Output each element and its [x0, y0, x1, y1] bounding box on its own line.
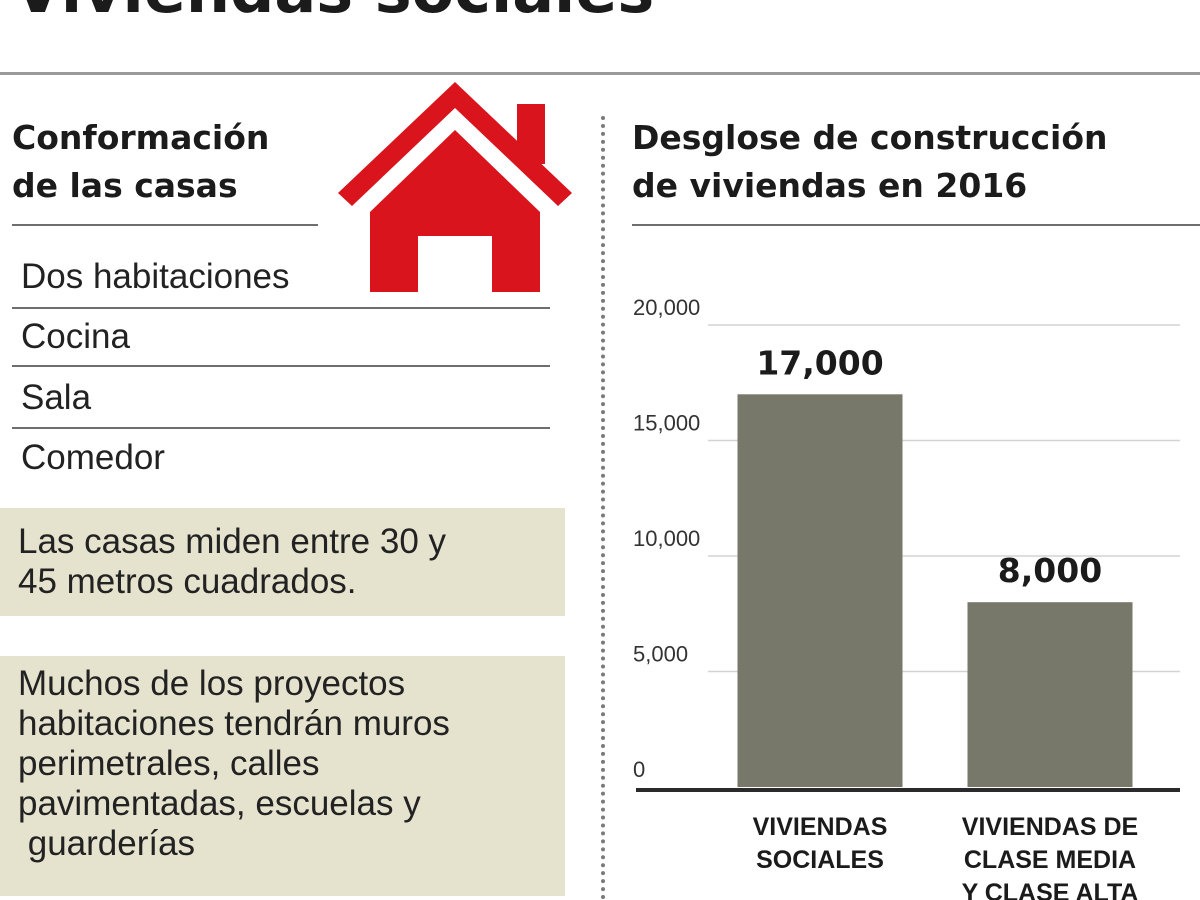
room-divider: [12, 427, 550, 429]
rooms-heading: Conformación de las casas: [12, 114, 269, 210]
x-category-label: Y CLASE ALTA: [962, 879, 1139, 900]
bar: [967, 602, 1133, 787]
x-category-label: VIVIENDAS DE: [962, 813, 1138, 841]
x-category-label: SOCIALES: [756, 846, 884, 874]
house-icon: [338, 82, 572, 292]
projects-note-line: Muchos de los proyectos: [18, 664, 406, 703]
room-divider: [12, 307, 550, 309]
projects-note-line: guarderías: [18, 824, 196, 863]
chart-title-line: de viviendas en 2016: [632, 166, 1028, 205]
size-note-line: Las casas miden entre 30 y: [18, 522, 447, 561]
bar-chart: 0 5,000 10,000 15,000 20,000 17,000 VIVIENDAS S…: [633, 295, 1180, 900]
page-title: Viviendas sociales: [14, 0, 654, 28]
rooms-heading-line: Conformación: [12, 118, 270, 157]
y-tick-label: 0: [633, 757, 645, 782]
dotted-column-divider: [601, 116, 605, 900]
rooms-heading-line: de las casas: [12, 166, 238, 205]
rooms-top-rule: [12, 224, 318, 226]
x-category-label: VIVIENDAS: [753, 813, 888, 841]
chart-title-rule: [632, 224, 1200, 226]
y-tick-label: 5,000: [633, 642, 688, 667]
house-body: [370, 130, 540, 292]
room-item: Comedor: [21, 438, 165, 477]
projects-note: Muchos de los proyectos habitaciones ten…: [0, 656, 565, 896]
bar: [737, 394, 903, 787]
chart-title-line: Desglose de construcción: [632, 118, 1108, 157]
bar-value-label: 8,000: [998, 551, 1102, 590]
y-tick-label: 10,000: [633, 526, 700, 551]
room-item: Sala: [21, 378, 92, 417]
projects-note-line: perimetrales, calles: [18, 744, 320, 783]
projects-note-line: pavimentadas, escuelas y: [18, 784, 421, 823]
room-item: Cocina: [21, 317, 130, 356]
house-roof: [338, 82, 572, 206]
top-divider: [0, 72, 1200, 75]
room-item: Dos habitaciones: [21, 257, 290, 296]
bar-value-label: 17,000: [756, 343, 883, 382]
size-note-line: 45 metros cuadrados.: [18, 562, 357, 601]
chart-title: Desglose de construcción de viviendas en…: [632, 114, 1108, 210]
x-category-label: CLASE MEDIA: [964, 846, 1136, 874]
room-divider: [12, 365, 550, 367]
y-tick-label: 15,000: [633, 411, 700, 436]
projects-note-line: habitaciones tendrán muros: [18, 704, 450, 743]
size-note: Las casas miden entre 30 y 45 metros cua…: [0, 508, 565, 616]
y-tick-label: 20,000: [633, 295, 700, 320]
